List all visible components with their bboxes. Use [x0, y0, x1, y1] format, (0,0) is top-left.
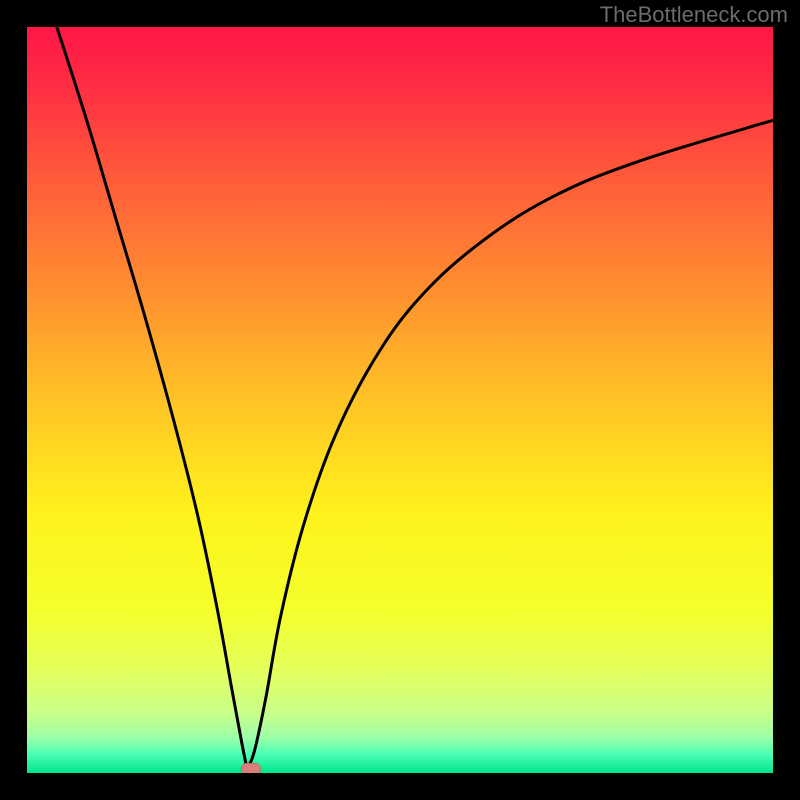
minimum-marker [241, 763, 260, 773]
chart-container: TheBottleneck.com [0, 0, 800, 800]
watermark-text: TheBottleneck.com [600, 2, 788, 28]
chart-svg [27, 27, 773, 773]
chart-plot-area [27, 27, 773, 773]
chart-background-gradient [27, 27, 773, 773]
